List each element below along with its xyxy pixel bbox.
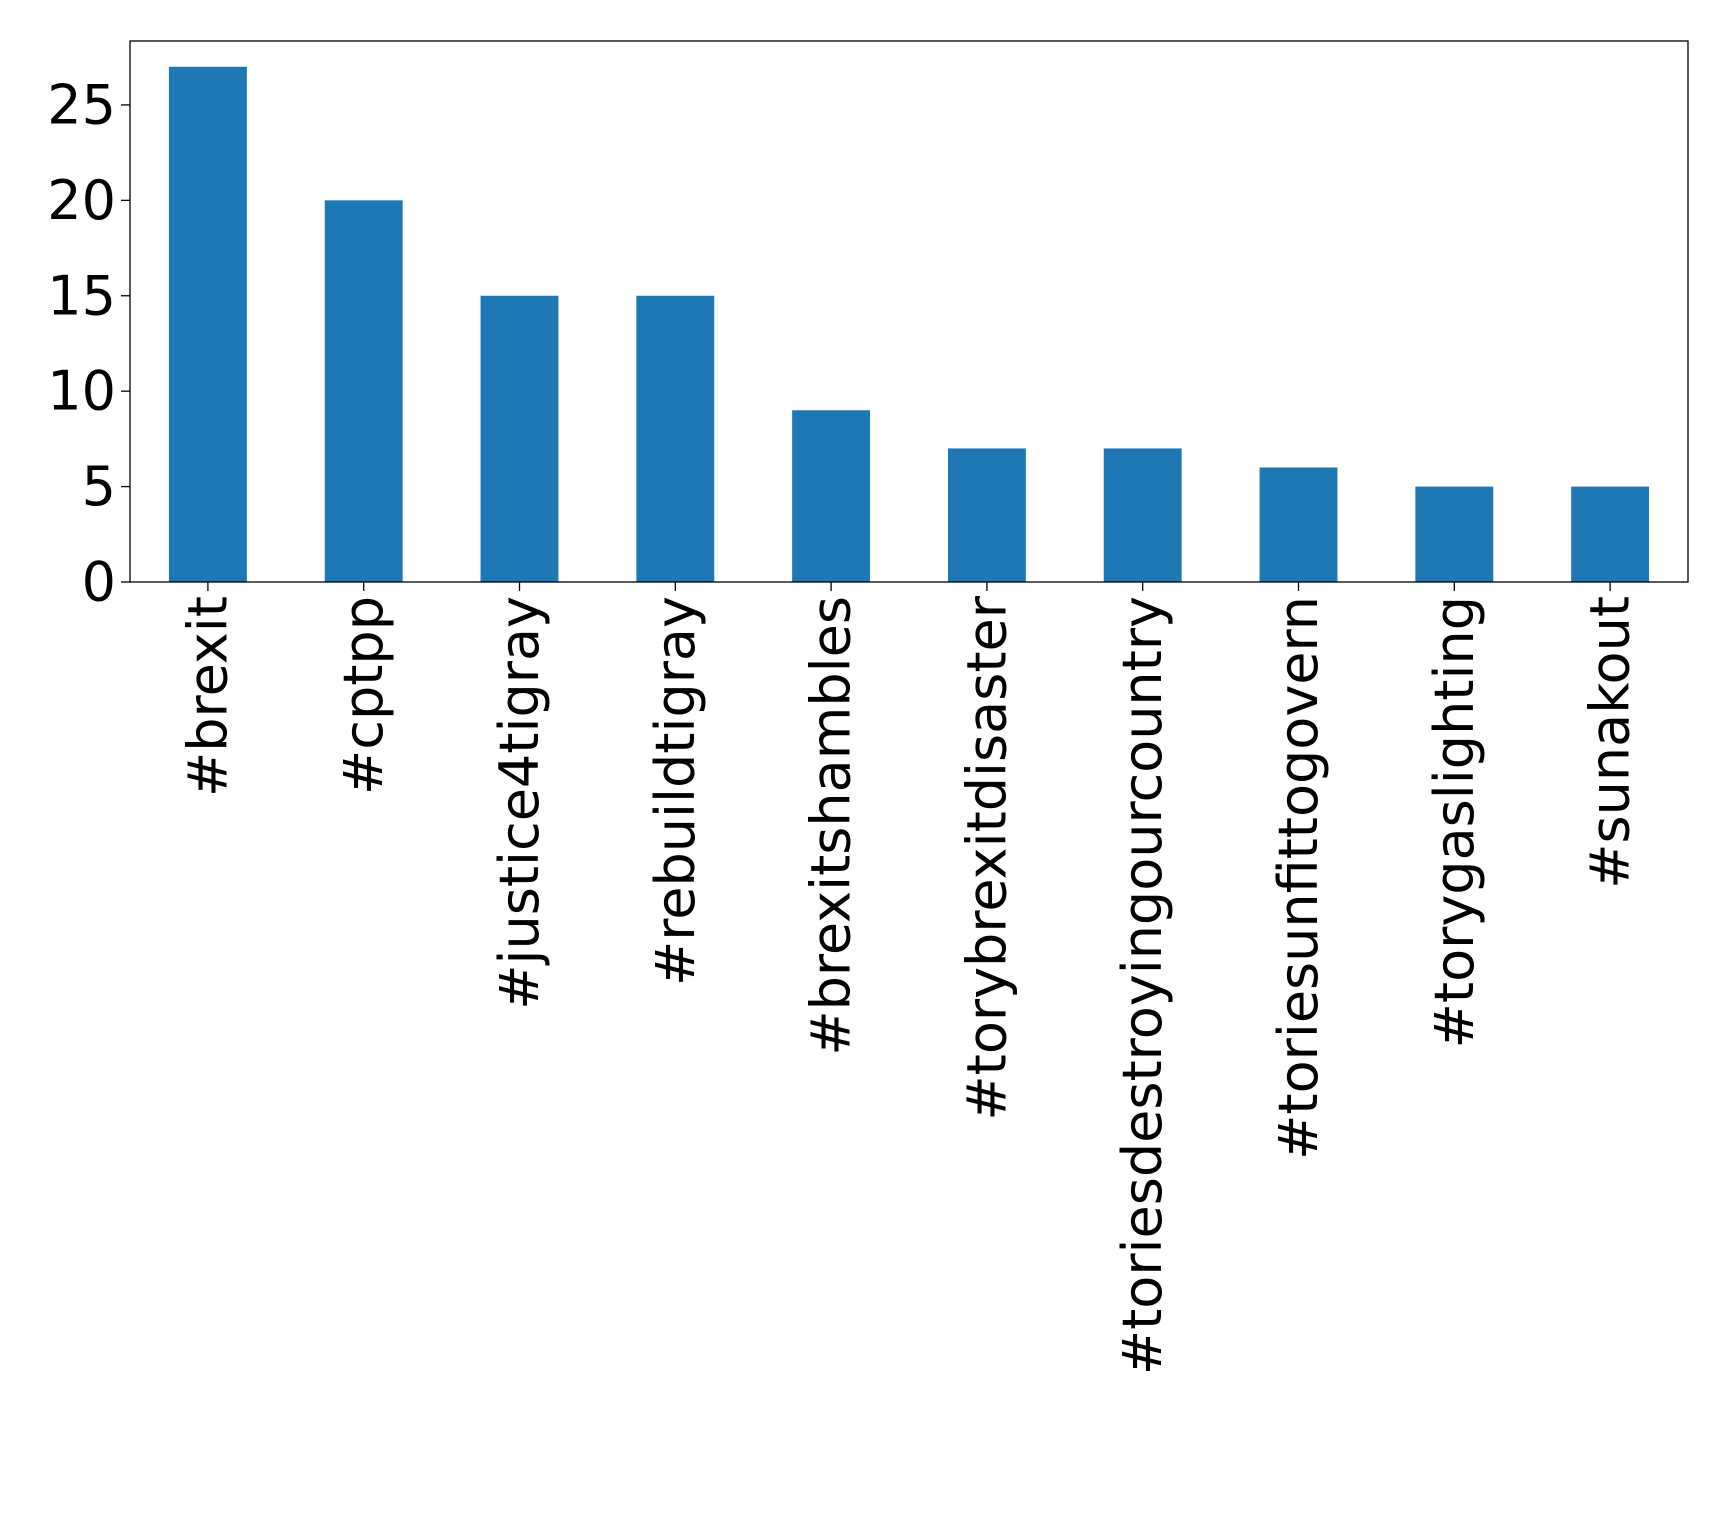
bar-rebuildtigray	[636, 295, 715, 582]
bar-brexitshambles	[792, 410, 871, 582]
bar-sunakout	[1571, 486, 1650, 582]
y-tick-label: 10	[47, 360, 116, 423]
bar-justice4tigray	[480, 295, 559, 582]
x-axis: #brexit #cptpp #justice4tigray #rebuildtigr…	[176, 582, 1642, 1375]
x-tick-label: #torygaslighting	[1423, 596, 1486, 1048]
x-tick-label: #brexitshambles	[800, 596, 863, 1056]
bar-brexit	[168, 66, 247, 582]
bar-torygaslighting	[1415, 486, 1494, 582]
x-tick-label: #cptpp	[332, 596, 395, 795]
x-tick-label: #sunakout	[1579, 596, 1642, 889]
x-tick-label: #brexit	[176, 596, 239, 797]
bars-group	[168, 66, 1650, 582]
y-tick-label: 25	[47, 73, 116, 136]
x-tick-label: #justice4tigray	[488, 596, 551, 1010]
x-tick-label: #rebuildtigray	[644, 596, 707, 986]
y-tick-label: 20	[47, 169, 116, 232]
plot-frame	[129, 40, 1689, 583]
x-tick-label: #toriesdestroyingourcountry	[1111, 596, 1174, 1375]
bar-cptpp	[324, 200, 403, 582]
x-tick-label: #torybrexitdisaster	[955, 595, 1018, 1120]
y-tick-label: 15	[47, 264, 116, 327]
bar-toriesdestroyingourcountry	[1103, 448, 1182, 582]
bar-toriesunfittogovern	[1259, 467, 1338, 582]
y-tick-label: 0	[82, 551, 116, 614]
y-tick-label: 5	[82, 455, 116, 518]
x-tick-label: #toriesunfittogovern	[1267, 596, 1330, 1160]
y-axis: 0 5 10 15 20 25	[47, 73, 130, 614]
bar-torybrexitdisaster	[947, 448, 1026, 582]
